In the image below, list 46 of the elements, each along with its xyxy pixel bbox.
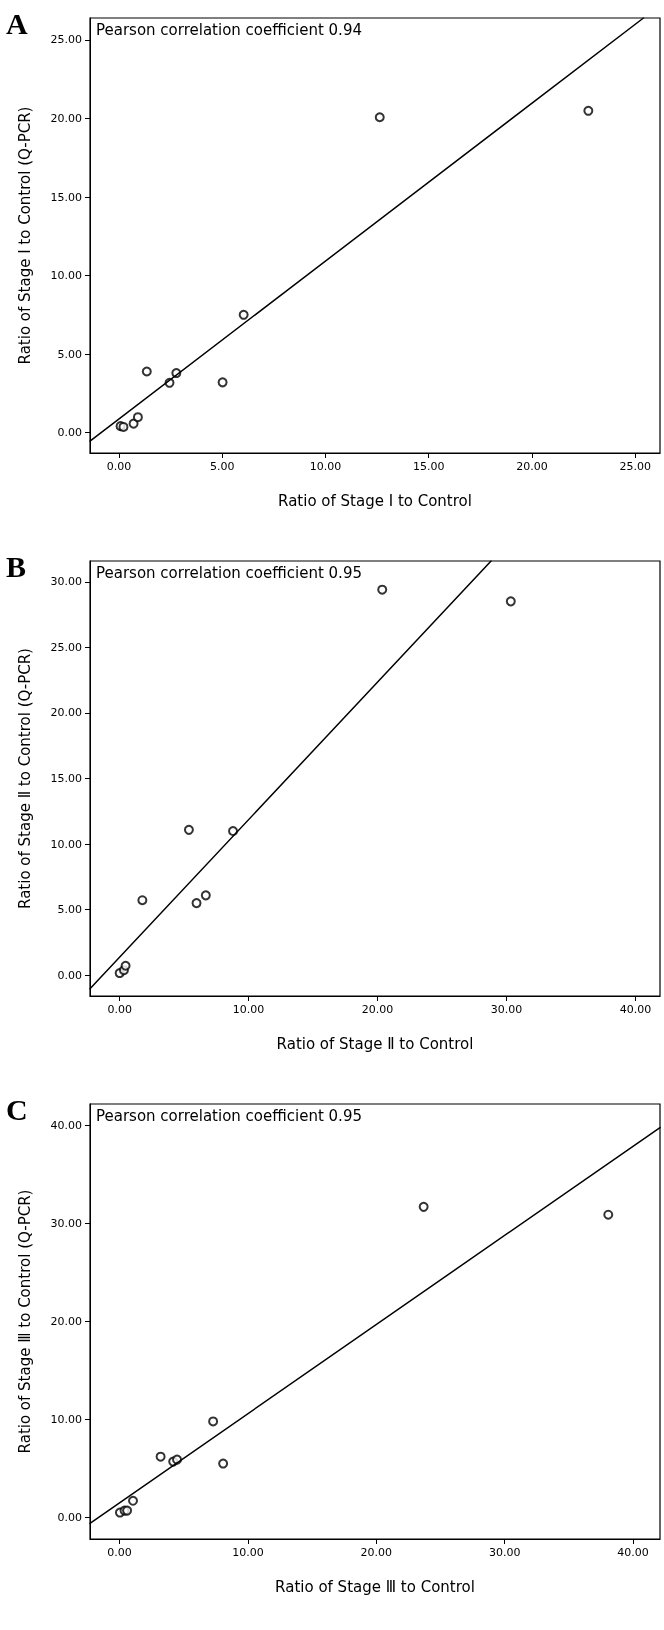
- x-tick-label: 20.00: [361, 1003, 394, 1016]
- annotation: Pearson correlation coefficient 0.95: [96, 563, 362, 582]
- x-axis-title: Ratio of Stage Ⅲ to Control: [275, 1577, 475, 1596]
- x-tick-label: 30.00: [488, 1546, 521, 1559]
- y-tick-label: 10.00: [50, 837, 82, 851]
- y-axis-title: Ratio of Stage I to Control (Q-PCR): [15, 106, 34, 365]
- x-tick-label: 25.00: [619, 460, 651, 473]
- y-axis-title: Ratio of Stage Ⅱ to Control (Q-PCR): [15, 648, 34, 909]
- y-tick-label: 10.00: [50, 269, 82, 283]
- x-tick-label: 20.00: [360, 1546, 393, 1559]
- x-axis-title: Ratio of Stage Ⅱ to Control: [276, 1034, 474, 1053]
- chart-title: C: [6, 1092, 28, 1126]
- y-tick-label: 10.00: [50, 1412, 82, 1426]
- x-tick-label: 0.00: [107, 1546, 132, 1559]
- y-tick-label: 0.00: [57, 426, 82, 440]
- x-tick-label: 40.00: [617, 1546, 649, 1559]
- x-tick-label: 10.00: [232, 1546, 264, 1559]
- chart-title: A: [6, 6, 28, 40]
- y-tick-label: 20.00: [50, 706, 82, 720]
- x-axis-title: Ratio of Stage I to Control: [278, 491, 472, 510]
- x-tick-label: 40.00: [619, 1003, 652, 1016]
- y-tick-label: 20.00: [50, 112, 82, 126]
- y-tick-label: 30.00: [50, 575, 82, 589]
- y-tick-label: 5.00: [57, 347, 82, 361]
- x-tick-label: 30.00: [490, 1003, 523, 1016]
- y-tick-label: 5.00: [57, 903, 82, 917]
- y-tick-label: 20.00: [50, 1315, 82, 1328]
- y-tick-label: 25.00: [50, 33, 82, 47]
- x-tick-label: 0.00: [106, 460, 132, 473]
- y-tick-label: 15.00: [50, 772, 82, 785]
- chart-title: B: [6, 549, 27, 583]
- annotation: Pearson correlation coefficient 0.95: [96, 1106, 362, 1125]
- annotation: Pearson correlation coefficient 0.94: [96, 20, 362, 39]
- y-tick-label: 15.00: [50, 190, 82, 204]
- x-tick-label: 10.00: [309, 460, 342, 473]
- x-tick-label: 10.00: [232, 1003, 265, 1016]
- x-tick-label: 0.00: [107, 1003, 132, 1016]
- y-tick-label: 0.00: [57, 968, 82, 982]
- x-tick-label: 20.00: [516, 460, 548, 473]
- y-tick-label: 40.00: [50, 1119, 82, 1133]
- y-tick-label: 25.00: [50, 640, 82, 654]
- y-axis-title: Ratio of Stage Ⅲ to Control (Q-PCR): [15, 1189, 34, 1454]
- x-tick-label: 5.00: [209, 460, 235, 473]
- y-tick-label: 30.00: [50, 1217, 82, 1231]
- x-tick-label: 15.00: [412, 460, 445, 473]
- y-tick-label: 0.00: [57, 1510, 82, 1524]
